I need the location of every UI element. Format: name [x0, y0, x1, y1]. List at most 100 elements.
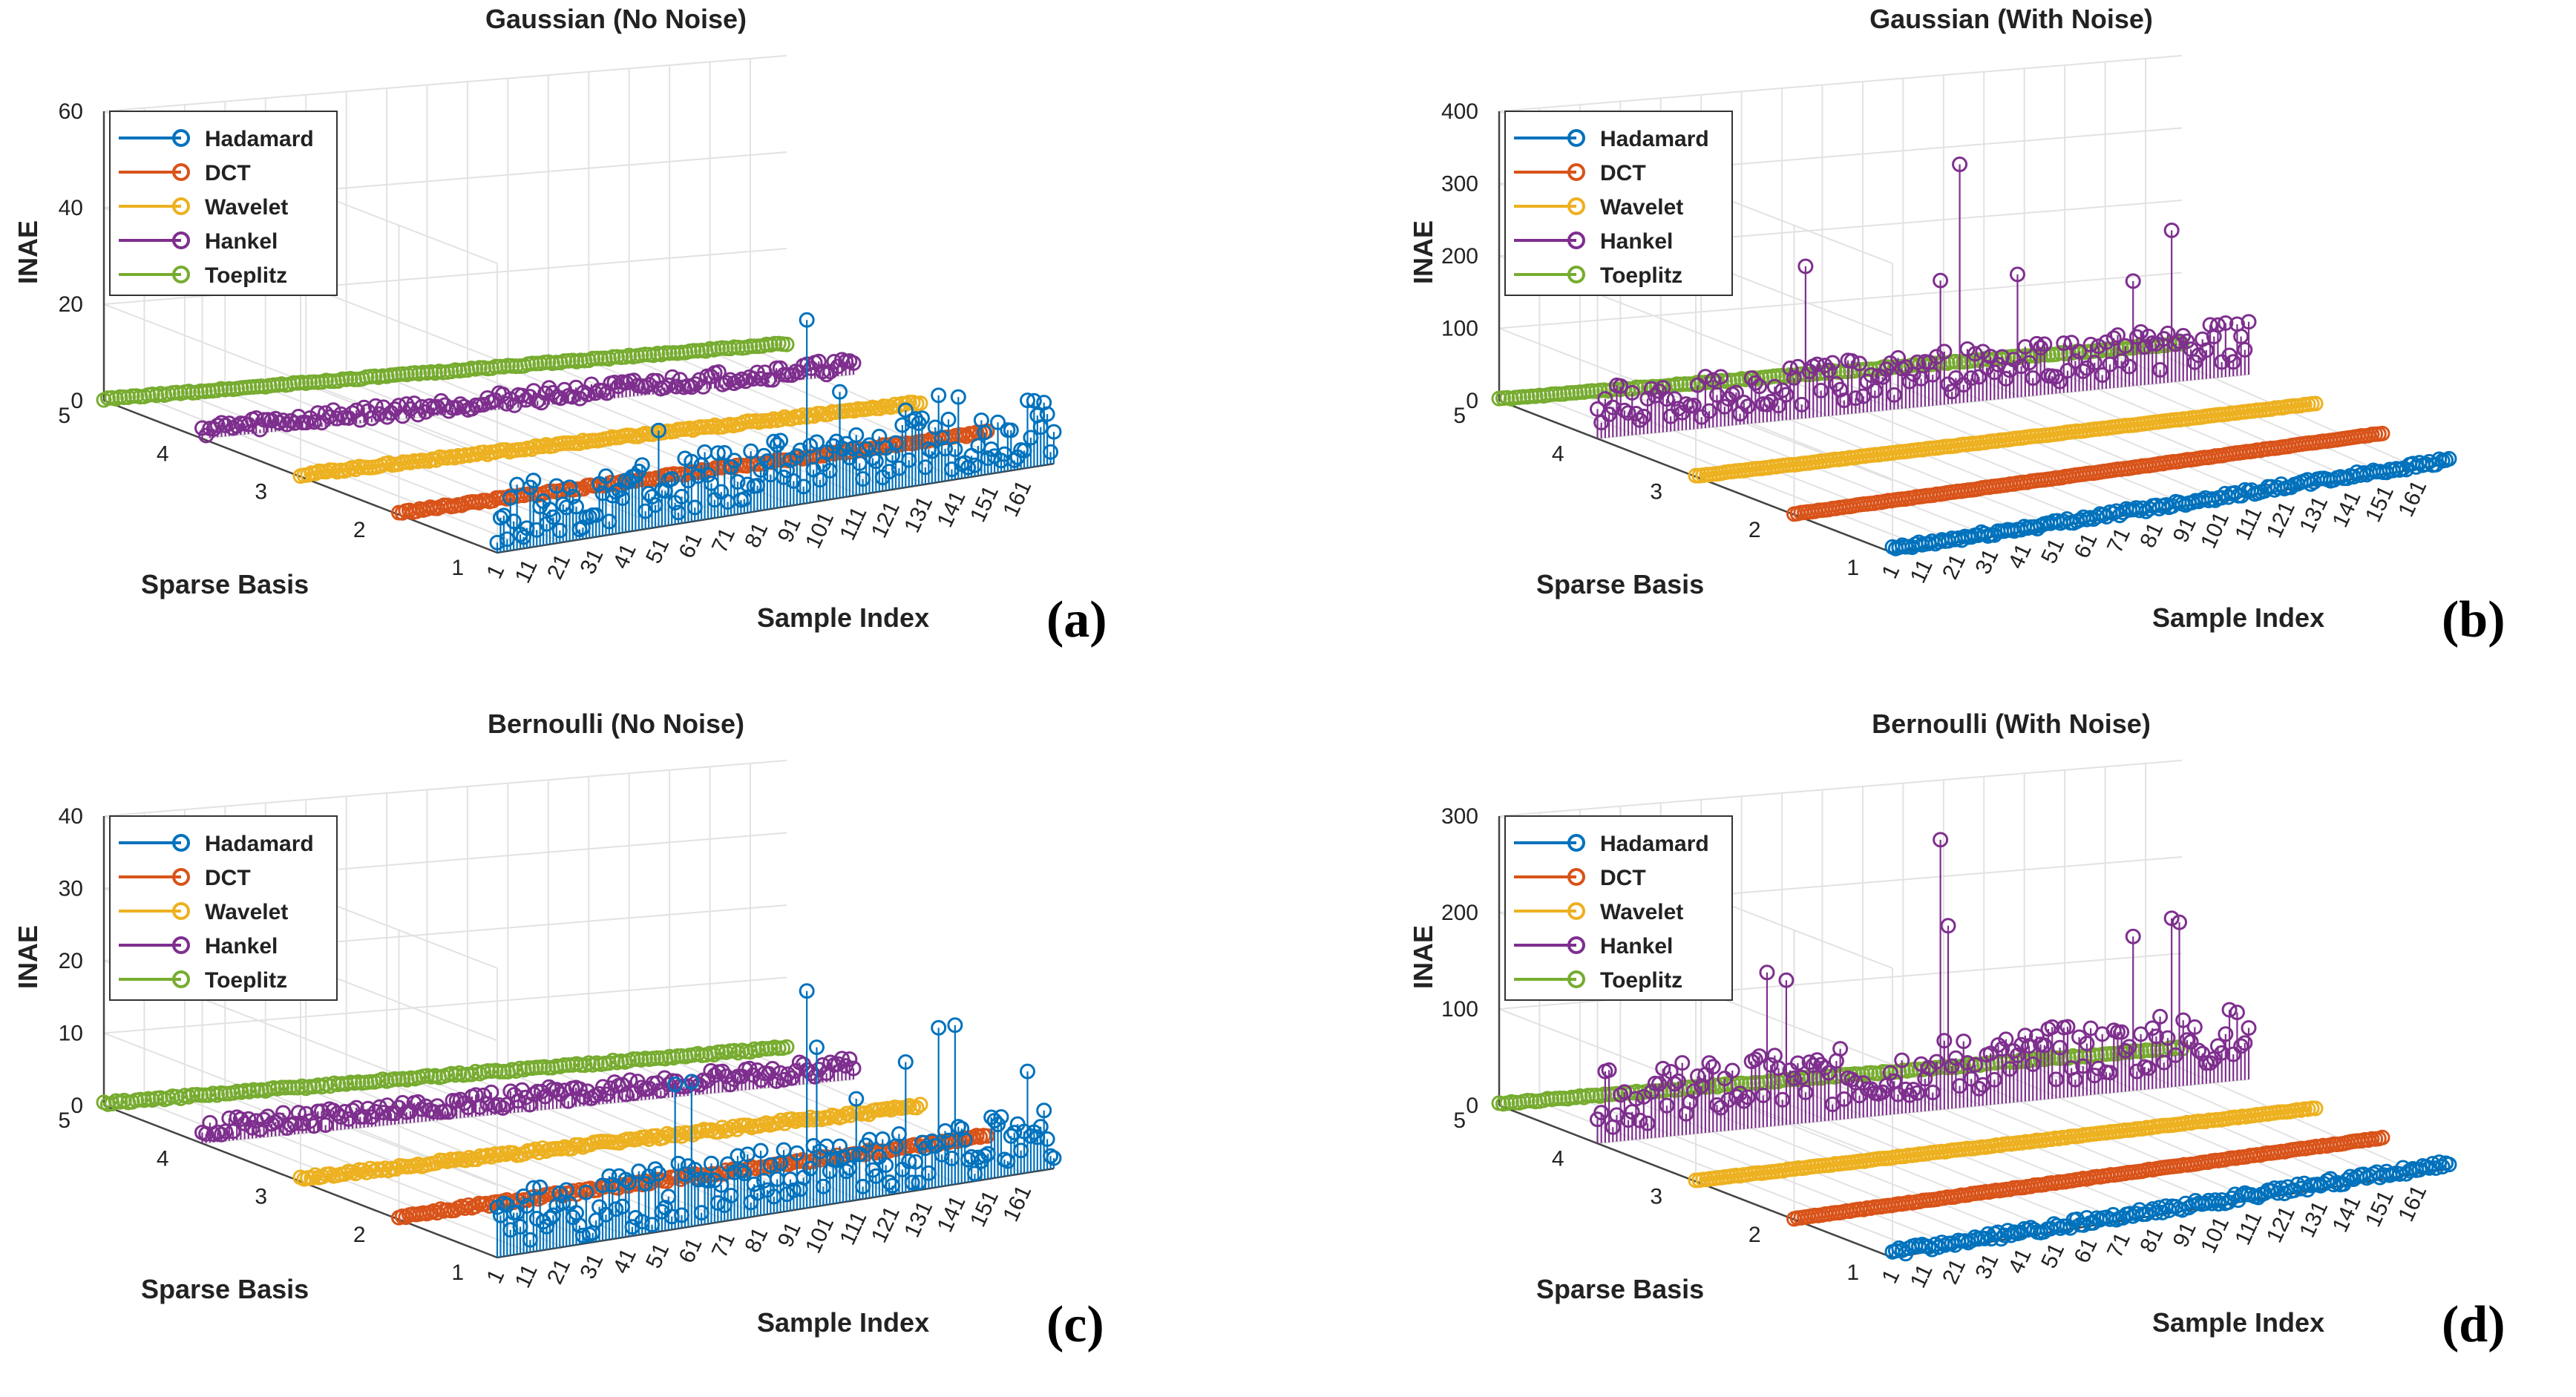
stem-marker	[565, 488, 581, 504]
y-tick-label: 4	[157, 441, 169, 466]
stem-marker	[1685, 397, 1702, 413]
stem-marker	[1597, 391, 1613, 407]
stem-marker	[1909, 354, 1925, 370]
legend-entry-label: Wavelet	[1600, 195, 1683, 220]
stem-marker	[950, 389, 966, 405]
stem-marker	[739, 476, 756, 493]
z-tick-label: 300	[1441, 172, 1478, 197]
panel-label: (b)	[2442, 591, 2505, 648]
legend-entry-label: DCT	[1600, 161, 1646, 185]
z-tick-label: 0	[1466, 389, 1478, 413]
stem-marker	[286, 1115, 303, 1131]
stem-marker	[1944, 384, 1960, 400]
stem-marker	[1982, 349, 1999, 365]
stem-marker	[799, 312, 815, 328]
stem-marker	[2013, 358, 2030, 375]
z-axis-label: INAE	[1408, 220, 1438, 284]
series-wavelet	[1688, 395, 2324, 484]
stem-marker	[738, 373, 754, 389]
stem-marker	[743, 443, 759, 459]
x-axis-label: Sample Index	[757, 602, 929, 633]
x-tick-label: 131	[899, 1197, 937, 1241]
stem-marker	[1771, 398, 1787, 414]
stem-marker	[418, 1098, 434, 1114]
series-wavelet	[292, 1097, 928, 1187]
stem-marker	[684, 453, 700, 470]
stem-marker	[448, 400, 465, 416]
stem-marker	[664, 369, 681, 385]
stem-marker	[232, 1111, 249, 1127]
stem-marker	[2241, 314, 2257, 330]
stem-marker	[194, 420, 210, 436]
stem-marker	[1728, 384, 1744, 401]
stem-marker	[1863, 367, 1879, 384]
stem-marker	[2117, 338, 2134, 354]
stem-marker	[279, 416, 295, 433]
stem-marker	[2025, 370, 2041, 387]
stem-marker	[356, 399, 373, 415]
stem-marker	[914, 410, 930, 427]
y-tick-label: 1	[1846, 556, 1859, 580]
panel-label: (a)	[1046, 591, 1107, 648]
legend-entry-label: DCT	[205, 866, 251, 890]
stem-marker	[773, 433, 789, 449]
stem-marker	[1867, 382, 1883, 398]
stem-marker	[2036, 336, 2053, 352]
stem-marker	[428, 452, 445, 468]
stem-marker	[252, 421, 268, 438]
stem-marker	[691, 1076, 707, 1093]
x-tick-label: 1	[482, 561, 509, 582]
grid-line	[103, 976, 787, 1034]
x-tick-label: 111	[835, 503, 871, 544]
stem-marker	[329, 410, 345, 427]
stem-marker	[2125, 273, 2141, 289]
z-tick-label: 20	[59, 292, 83, 317]
stem-marker	[2056, 335, 2072, 352]
stem-marker	[1936, 344, 1953, 360]
legend-swatch-marker	[1567, 231, 1585, 249]
stem-marker	[221, 415, 237, 432]
y-tick-label: 5	[1453, 404, 1466, 428]
stem-marker	[456, 398, 473, 415]
stem-marker	[523, 441, 540, 457]
stem-marker	[518, 392, 534, 408]
stem-marker	[1971, 369, 1987, 385]
y-tick-label: 2	[353, 518, 366, 542]
stem-marker	[367, 1104, 384, 1120]
x-tick-label: 71	[707, 1229, 740, 1261]
chart-title: Gaussian (With Noise)	[1869, 4, 2153, 34]
x-tick-label: 141	[933, 1192, 971, 1236]
legend-entry-label: Hankel	[205, 934, 278, 959]
stem-marker	[408, 503, 425, 519]
stem-marker	[583, 1090, 600, 1106]
stem-marker	[2109, 327, 2126, 344]
stem-marker	[2021, 355, 2037, 371]
stem-marker	[1659, 391, 1675, 407]
z-tick-label: 40	[59, 804, 83, 829]
stem-marker	[1967, 346, 1983, 362]
stem-marker	[2075, 363, 2091, 379]
stem-marker	[680, 473, 696, 489]
stem-marker	[279, 1120, 295, 1136]
x-tick-label: 111	[835, 1208, 871, 1249]
stem-marker	[1613, 378, 1629, 394]
x-tick-label: 141	[2328, 487, 2366, 531]
x-tick-label: 151	[966, 1187, 1003, 1231]
stem-marker	[1924, 366, 1941, 383]
x-tick-label: 151	[966, 482, 1003, 526]
y-tick-label: 1	[451, 556, 464, 580]
stem-marker	[931, 387, 947, 404]
stem-marker	[2225, 354, 2241, 370]
stem-marker	[2071, 344, 2088, 360]
stem-marker	[1736, 394, 1752, 410]
stem-marker	[977, 424, 993, 441]
stem-marker	[1705, 372, 1721, 388]
y-tick-label: 4	[1552, 441, 1564, 466]
legend-entry-label: Hadamard	[205, 832, 314, 856]
legend-swatch-marker	[1567, 163, 1585, 181]
stem-marker	[1751, 378, 1768, 395]
stem-marker	[2091, 338, 2106, 355]
